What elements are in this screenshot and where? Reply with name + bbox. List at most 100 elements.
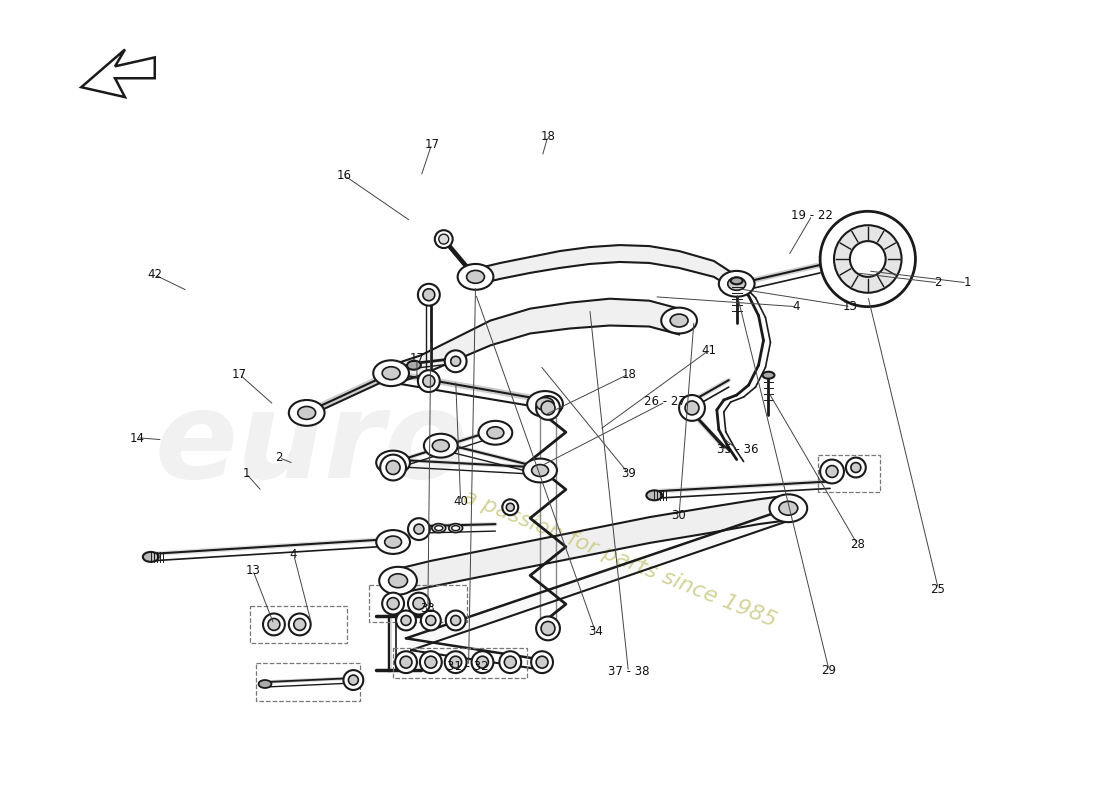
Ellipse shape — [388, 574, 407, 588]
Circle shape — [422, 375, 435, 387]
Circle shape — [349, 675, 359, 685]
Circle shape — [400, 656, 412, 668]
Text: a passion for parts since 1985: a passion for parts since 1985 — [460, 486, 779, 631]
Ellipse shape — [536, 398, 554, 410]
Circle shape — [387, 598, 399, 610]
Circle shape — [821, 459, 844, 483]
Circle shape — [450, 656, 462, 668]
Polygon shape — [406, 508, 790, 650]
Ellipse shape — [779, 502, 798, 515]
Ellipse shape — [762, 372, 774, 378]
Ellipse shape — [770, 494, 807, 522]
Circle shape — [503, 499, 518, 515]
Text: 2: 2 — [275, 450, 283, 464]
Polygon shape — [392, 298, 679, 385]
Text: 18: 18 — [621, 368, 636, 381]
Text: 13: 13 — [245, 564, 261, 578]
Circle shape — [439, 234, 449, 244]
Ellipse shape — [647, 490, 662, 500]
Text: 17: 17 — [231, 368, 246, 381]
Circle shape — [426, 615, 436, 626]
Ellipse shape — [385, 457, 402, 469]
Ellipse shape — [466, 270, 484, 283]
Text: 17: 17 — [409, 352, 425, 365]
Circle shape — [451, 615, 461, 626]
Circle shape — [541, 622, 556, 635]
Circle shape — [499, 651, 521, 673]
Circle shape — [268, 618, 279, 630]
Circle shape — [834, 226, 902, 293]
Ellipse shape — [376, 450, 410, 474]
Text: 14: 14 — [130, 432, 144, 445]
Ellipse shape — [728, 278, 746, 290]
Circle shape — [536, 656, 548, 668]
Ellipse shape — [376, 530, 410, 554]
Ellipse shape — [661, 308, 697, 334]
Ellipse shape — [730, 278, 743, 284]
Ellipse shape — [424, 434, 458, 458]
Text: 39: 39 — [621, 466, 636, 479]
Ellipse shape — [289, 400, 324, 426]
Ellipse shape — [258, 680, 272, 688]
Text: 19 - 22: 19 - 22 — [791, 209, 833, 222]
Circle shape — [451, 356, 461, 366]
Text: 17: 17 — [425, 138, 440, 150]
Ellipse shape — [379, 567, 417, 594]
Circle shape — [476, 656, 488, 668]
Ellipse shape — [449, 524, 463, 533]
Circle shape — [504, 656, 516, 668]
Circle shape — [418, 370, 440, 392]
Text: 1: 1 — [243, 466, 250, 479]
Ellipse shape — [531, 465, 549, 477]
Ellipse shape — [382, 366, 400, 380]
Text: 4: 4 — [289, 549, 297, 562]
Text: 26 - 27: 26 - 27 — [644, 395, 685, 408]
Ellipse shape — [718, 271, 755, 297]
Text: 42: 42 — [147, 268, 162, 281]
Circle shape — [472, 651, 494, 673]
Circle shape — [425, 656, 437, 668]
Ellipse shape — [432, 524, 446, 533]
Polygon shape — [475, 245, 737, 290]
Text: 1: 1 — [964, 276, 971, 289]
Circle shape — [420, 651, 442, 673]
Ellipse shape — [298, 406, 316, 419]
Text: 37 - 38: 37 - 38 — [608, 666, 649, 678]
Polygon shape — [398, 495, 789, 594]
Polygon shape — [81, 50, 155, 97]
Circle shape — [402, 615, 411, 626]
Circle shape — [444, 350, 466, 372]
Circle shape — [850, 241, 886, 277]
Circle shape — [381, 454, 406, 481]
Circle shape — [408, 518, 430, 540]
Ellipse shape — [527, 391, 563, 417]
Ellipse shape — [458, 264, 494, 290]
Text: 30: 30 — [671, 509, 686, 522]
Text: 33: 33 — [420, 602, 434, 614]
Circle shape — [418, 284, 440, 306]
Text: 34: 34 — [588, 626, 603, 638]
Circle shape — [444, 651, 466, 673]
Ellipse shape — [434, 526, 442, 530]
Ellipse shape — [373, 360, 409, 386]
Circle shape — [851, 462, 861, 473]
Text: 2: 2 — [934, 276, 942, 289]
Text: 4: 4 — [792, 300, 800, 313]
Circle shape — [422, 289, 435, 301]
Circle shape — [421, 610, 441, 630]
Circle shape — [412, 598, 425, 610]
Text: 35 - 36: 35 - 36 — [717, 442, 759, 456]
Ellipse shape — [432, 440, 449, 452]
Text: 28: 28 — [850, 538, 866, 551]
Circle shape — [846, 458, 866, 478]
Ellipse shape — [524, 458, 557, 482]
Text: 41: 41 — [701, 344, 716, 358]
Circle shape — [826, 466, 838, 478]
Ellipse shape — [452, 526, 460, 530]
Circle shape — [446, 610, 465, 630]
Text: 25: 25 — [931, 582, 945, 595]
Ellipse shape — [487, 427, 504, 438]
Text: 40: 40 — [453, 495, 468, 508]
Text: 29: 29 — [821, 664, 836, 677]
Text: 16: 16 — [337, 170, 352, 182]
